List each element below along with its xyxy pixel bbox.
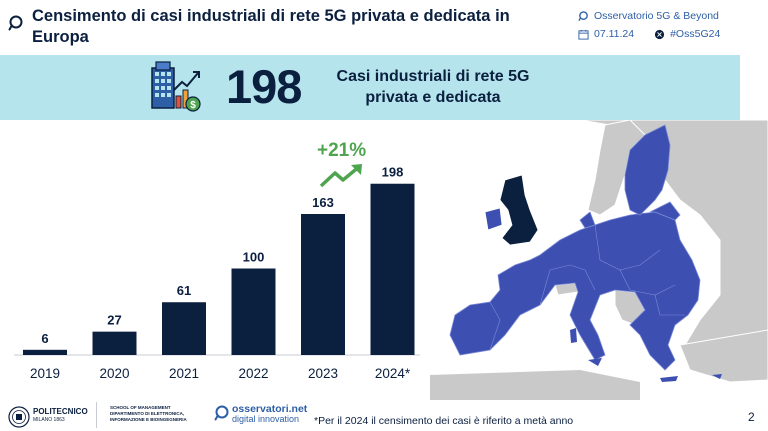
magnifier-logo-icon (8, 15, 23, 31)
growth-annotation: +21% (317, 140, 367, 161)
data-label-2022: 100 (243, 250, 265, 265)
kpi-number: 198 (226, 60, 302, 113)
map-cyprus (712, 374, 722, 379)
map-baltics (649, 201, 681, 221)
school-line-2: DIPARTIMENTO DI ELETTRONICA, (110, 411, 185, 416)
osservatori-logo-icon (214, 405, 229, 421)
header-meta: Osservatorio 5G & Beyond 07.11.24 #Oss5G… (578, 8, 720, 42)
x-tick-2022: 2022 (238, 366, 268, 381)
kpi-banner (0, 55, 740, 120)
map-turkey (679, 329, 768, 383)
event-date: 07.11.24 (594, 28, 635, 40)
map-uk (499, 174, 539, 246)
bar-chart-svg: 6 2019 27 2020 61 2021 100 2022 163 2023 198 2024* (14, 165, 420, 381)
map-denmark (579, 211, 596, 229)
event-hashtag: #Oss5G24 (670, 28, 721, 40)
osservatori-sub: digital innovation (232, 414, 300, 424)
school-text: SCHOOL OF MANAGEMENT DIPARTIMENTO DI ELE… (110, 405, 187, 423)
map-eu-mainland (449, 211, 701, 371)
bar-chart: 6 2019 27 2020 61 2021 100 2022 163 2023 198 2024* (0, 125, 440, 390)
europe-map (430, 120, 768, 400)
calendar-icon (578, 29, 589, 40)
school-line-3: INFORMAZIONE E BIOINGEGNERIA (110, 417, 187, 422)
twitter-icon (655, 29, 665, 39)
x-tick-2019: 2019 (30, 366, 60, 381)
x-tick-2023: 2023 (308, 366, 338, 381)
data-label-2019: 6 (41, 331, 48, 346)
map-ireland (484, 207, 503, 231)
map-sweden-finland (624, 124, 671, 216)
data-label-2021: 61 (177, 283, 191, 298)
polimi-sub: MILANO 1863 (33, 417, 65, 423)
growth-arrow-icon (319, 164, 362, 188)
bar-2022 (231, 268, 276, 355)
observatory-name: Osservatorio 5G & Beyond (594, 10, 719, 22)
data-label-2024*: 198 (382, 165, 404, 180)
magnifier-small-icon (578, 10, 588, 21)
x-tick-2024*: 2024* (375, 366, 411, 381)
school-line-1: SCHOOL OF MANAGEMENT (110, 405, 171, 410)
bar-2021 (162, 302, 206, 355)
x-tick-2020: 2020 (99, 366, 129, 381)
x-tick-2021: 2021 (169, 366, 199, 381)
map-north-africa (430, 370, 640, 400)
polimi-seal-icon (8, 406, 30, 428)
data-label-2023: 163 (312, 195, 334, 210)
map-norway (587, 120, 646, 216)
data-label-2020: 27 (107, 313, 121, 328)
footnote: *Per il 2024 il censimento dei casi è ri… (314, 415, 574, 427)
bar-2023 (301, 214, 345, 355)
page-number: 2 (748, 410, 755, 424)
map-crete (660, 376, 678, 382)
page-title: Censimento di casi industriali di rete 5… (32, 7, 510, 46)
osservatori-name: osservatori.net (232, 403, 308, 415)
footer-divider (96, 402, 97, 428)
kpi-label: Casi industriali di rete 5G privata e de… (336, 68, 530, 106)
bar-2019 (23, 349, 67, 355)
polimi-name: POLITECNICO (33, 407, 88, 416)
bar-2020 (92, 331, 137, 355)
map-sardinia (570, 328, 577, 343)
svg-text:$: $ (190, 100, 196, 111)
map-sicily (588, 358, 602, 366)
bar-2024* (370, 183, 415, 355)
building-growth-icon: $ (151, 61, 201, 112)
